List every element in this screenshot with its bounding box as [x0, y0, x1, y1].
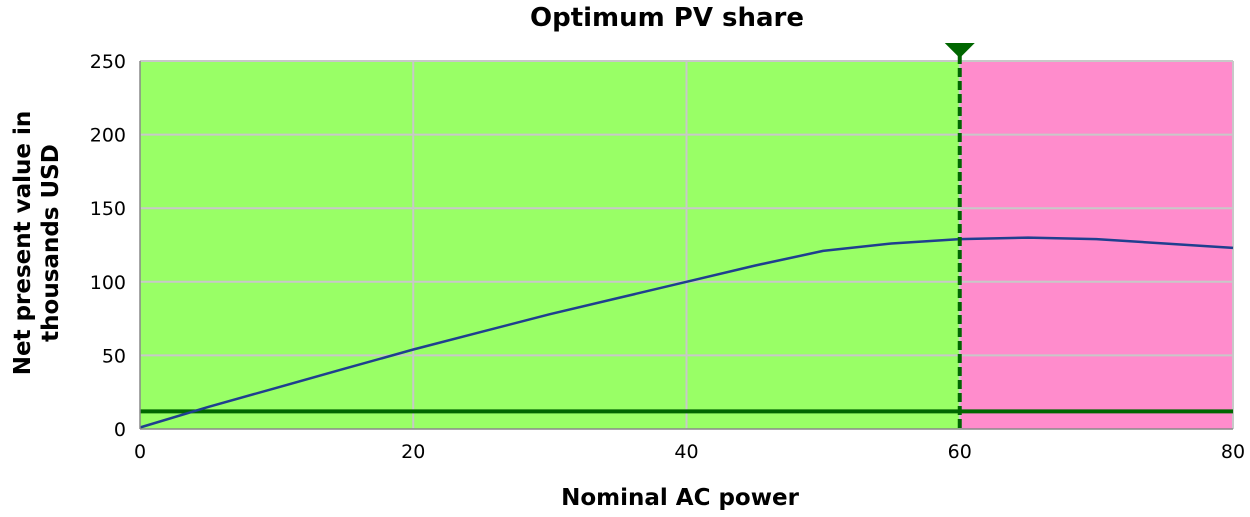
y-tick-label: 100: [90, 272, 126, 294]
series-group: [139, 236, 1234, 429]
series-line: [139, 236, 1234, 429]
y-tick-label: 150: [90, 198, 126, 220]
x-tick-label: 60: [948, 441, 972, 463]
y-tick-labels: 0 50 100 150 200 250: [90, 51, 126, 441]
x-tick-label: 20: [401, 441, 425, 463]
y-axis-label-line-2: thousands USD: [38, 144, 64, 342]
gridlines: [140, 60, 1234, 429]
y-tick-label: 50: [102, 345, 126, 367]
optimum-triangle-icon: [944, 43, 975, 58]
x-tick-label: 0: [134, 441, 146, 463]
x-tick-labels: 0 20 40 60 80: [134, 441, 1245, 463]
y-tick-label: 250: [90, 51, 126, 73]
x-tick-label: 40: [674, 441, 698, 463]
x-axis-label: Nominal AC power: [561, 485, 799, 511]
chart-title: Optimum PV share: [530, 3, 804, 33]
y-tick-label: 0: [114, 419, 126, 441]
y-axis-label-line-1: Net present value in: [10, 111, 36, 376]
x-tick-label: 80: [1221, 441, 1245, 463]
optimum-marker-group: [944, 43, 975, 429]
axes: [139, 61, 1233, 430]
region-feasible: [140, 61, 960, 429]
y-tick-label: 200: [90, 125, 126, 147]
